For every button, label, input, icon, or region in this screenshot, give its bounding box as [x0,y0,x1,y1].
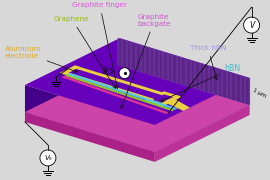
Polygon shape [118,38,250,105]
Polygon shape [25,38,250,125]
Polygon shape [60,71,154,101]
Polygon shape [25,112,155,162]
Circle shape [119,68,130,79]
Polygon shape [145,99,166,106]
Text: Graphite finger: Graphite finger [72,2,127,89]
Text: Thick hBN: Thick hBN [190,45,226,80]
Polygon shape [155,105,250,162]
Polygon shape [67,73,178,110]
Text: Aluminum
electrode: Aluminum electrode [5,46,77,72]
Polygon shape [164,98,190,111]
Circle shape [40,150,56,166]
Polygon shape [71,65,166,95]
Text: V₉: V₉ [44,155,52,161]
Polygon shape [160,91,181,98]
Text: Graphene: Graphene [54,16,116,88]
Text: $\vec{B}$: $\vec{B}$ [102,65,108,77]
Polygon shape [62,76,169,114]
Polygon shape [25,85,155,152]
Text: Graphite
backgate: Graphite backgate [121,14,171,109]
Polygon shape [65,75,175,111]
Polygon shape [155,78,250,152]
Circle shape [244,17,260,33]
Polygon shape [25,65,250,152]
Text: V: V [249,21,254,30]
Text: 1 μm: 1 μm [252,87,266,98]
Polygon shape [158,95,182,106]
Text: hBN: hBN [161,64,241,102]
Polygon shape [60,65,80,75]
